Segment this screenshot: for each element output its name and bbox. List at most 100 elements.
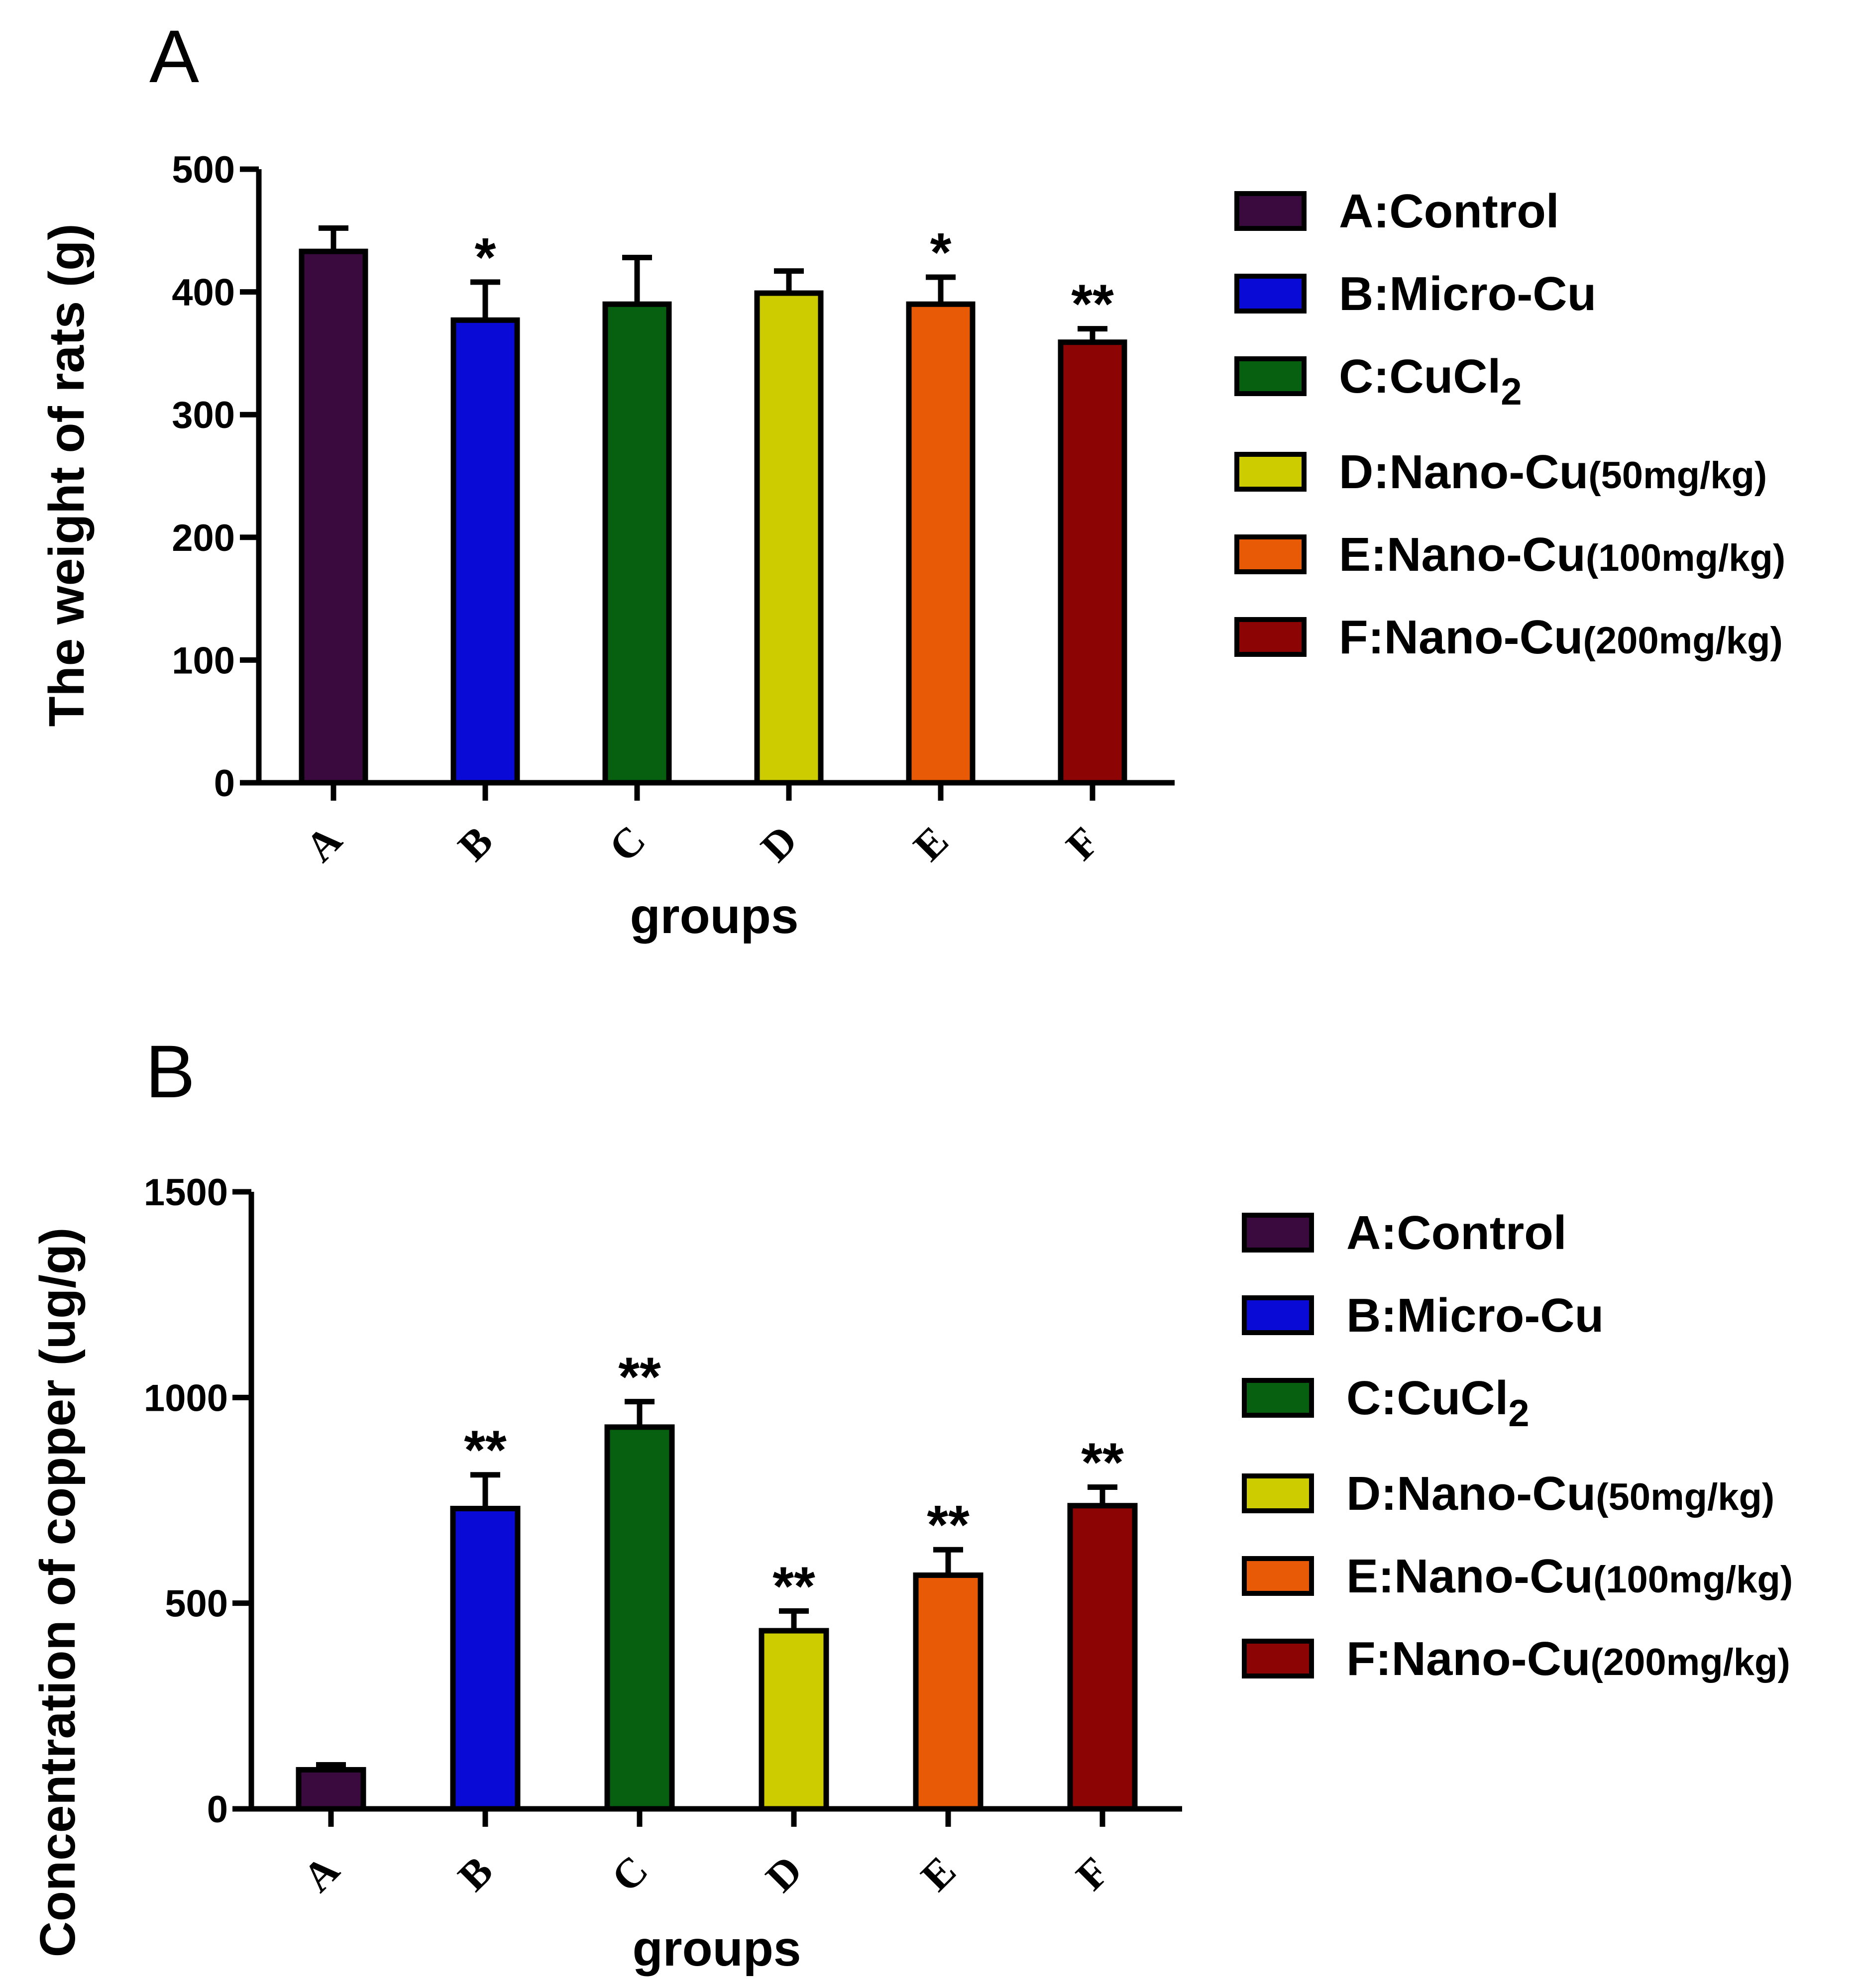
panel-a-legend-label-subscript: 2 (1501, 371, 1522, 413)
panel-a-legend-swatch (1234, 274, 1307, 314)
panel-b-legend-item: F:Nano-Cu(200mg/kg) (1242, 1632, 1790, 1685)
panel-b-legend-swatch (1242, 1473, 1314, 1513)
panel-b-significance-mark: ** (927, 1494, 970, 1556)
panel-b-legend: A:Control B:Micro-Cu C:CuCl2 D:Nano-Cu(50mg… (1242, 1206, 1793, 1685)
panel-a-bar-b (450, 317, 520, 786)
panel-a-significance-mark: * (475, 227, 496, 288)
panel-a-legend-label-main: C:CuCl (1339, 350, 1501, 403)
panel-a-y-tick-label: 100 (172, 639, 235, 682)
panel-a-legend-label-main: F:Nano-Cu (1339, 611, 1583, 664)
panel-b-legend-item: C:CuCl2 (1242, 1371, 1530, 1435)
panel-b-category-label: C (603, 1847, 657, 1901)
panel-a-category-label: B (449, 818, 502, 870)
panel-b-y-tick-label: 1000 (144, 1377, 228, 1419)
panel-a-legend-label-dose: (200mg/kg) (1583, 620, 1783, 662)
panel-a-bar-f (1058, 339, 1127, 786)
panel-b-y-axis-title: Concentration of copper (ug/g) (30, 1228, 86, 1958)
panel-b-y-tick-label: 1500 (144, 1171, 228, 1214)
panel-a-significance-mark: * (930, 222, 952, 283)
panel-a: A The weight of rats (g) groups 0 100 200 3… (39, 14, 1785, 944)
panel-b-letter: B (145, 1030, 195, 1113)
panel-a-letter: A (149, 14, 199, 98)
panel-a-legend-item: A:Control (1234, 185, 1559, 238)
panel-a-legend-swatch (1234, 534, 1307, 574)
panel-a-legend-label: D:Nano-Cu(50mg/kg) (1339, 445, 1767, 499)
panel-b-legend-label-subscript: 2 (1508, 1392, 1529, 1435)
panel-a-bars: * *** (299, 222, 1127, 786)
panel-b-legend-label: A:Control (1346, 1206, 1567, 1259)
panel-b-legend-swatch (1242, 1295, 1314, 1335)
panel-b-significance-mark: ** (1081, 1432, 1124, 1493)
panel-a-legend-label: A:Control (1339, 185, 1559, 238)
panel-a-x-axis-title: groups (630, 888, 799, 944)
panel-a-legend-item: C:CuCl2 (1234, 350, 1522, 413)
panel-a-category-label: C (600, 817, 655, 871)
panel-b-category-label: B (449, 1848, 502, 1900)
panel-a-bar-c (602, 301, 672, 786)
panel-a-legend-label: B:Micro-Cu (1339, 267, 1596, 320)
panel-a-category-label: A (297, 817, 351, 871)
panel-a-legend-label: C:CuCl2 (1339, 350, 1522, 413)
panel-b-bars: ** ** ** ** ** (296, 1347, 1138, 1812)
panel-b-legend-label: F:Nano-Cu(200mg/kg) (1346, 1632, 1790, 1685)
panel-b-legend-item: E:Nano-Cu(100mg/kg) (1242, 1550, 1793, 1603)
panel-a-bar-a (299, 248, 368, 786)
panel-a-legend-label-main: A:Control (1339, 185, 1559, 238)
panel-b-legend-item: B:Micro-Cu (1242, 1289, 1604, 1342)
panel-a-legend-label-dose: (100mg/kg) (1586, 537, 1785, 579)
panel-b-legend-label-dose: (100mg/kg) (1593, 1559, 1793, 1601)
panel-b-legend-swatch (1242, 1213, 1314, 1253)
panel-a-legend-swatch (1234, 191, 1307, 231)
panel-a-y-tick-label: 400 (172, 272, 235, 314)
panel-a-y-tick-label: 200 (172, 517, 235, 559)
panel-b-bar-b (450, 1506, 521, 1812)
panel-a-legend-label: F:Nano-Cu(200mg/kg) (1339, 611, 1783, 664)
panel-a-y-tick-label: 0 (214, 762, 235, 805)
panel-b-bar-a (296, 1767, 366, 1812)
panel-a-legend-label-main: D:Nano-Cu (1339, 445, 1588, 499)
panel-a-significance-mark: ** (1071, 274, 1114, 335)
panel-b-bar-c (604, 1424, 675, 1812)
panel-b-y-tick-label: 0 (207, 1788, 228, 1831)
panel-b-category-label: E (912, 1848, 965, 1900)
panel-a-y-tick-label: 300 (172, 394, 235, 436)
panel-b-bar-d (759, 1628, 829, 1812)
panel-a-bar-d (754, 290, 824, 786)
panel-b-category-label: F (1068, 1849, 1118, 1899)
panel-b-legend-label-main: D:Nano-Cu (1346, 1467, 1596, 1520)
panel-b-legend-label-main: A:Control (1346, 1206, 1567, 1259)
panel-b: B Concentration of copper (ug/g) groups … (30, 1030, 1793, 1977)
panel-a-legend-label-main: E:Nano-Cu (1339, 528, 1586, 581)
panel-a-category-label: F (1058, 819, 1108, 869)
panel-b-legend-item: A:Control (1242, 1206, 1567, 1259)
panel-b-category-label: D (757, 1847, 811, 1901)
panel-a-legend-label-main: B:Micro-Cu (1339, 267, 1596, 320)
panel-a-legend-swatch (1234, 356, 1307, 396)
panel-b-legend-label: E:Nano-Cu(100mg/kg) (1346, 1550, 1793, 1603)
panel-a-legend-item: B:Micro-Cu (1234, 267, 1596, 320)
panel-a-y-tick-label: 500 (172, 149, 235, 191)
panel-b-legend-swatch (1242, 1378, 1314, 1418)
panel-b-significance-mark: ** (464, 1420, 507, 1481)
panel-a-y-axis-title: The weight of rats (g) (39, 223, 95, 727)
panel-b-legend-label-main: B:Micro-Cu (1346, 1289, 1604, 1342)
panel-b-x-axis-title: groups (633, 1921, 801, 1977)
panel-b-legend-label-main: F:Nano-Cu (1346, 1632, 1591, 1685)
panel-b-significance-mark: ** (772, 1556, 815, 1617)
panel-a-legend-label-dose: (50mg/kg) (1588, 454, 1767, 497)
panel-b-legend-label: D:Nano-Cu(50mg/kg) (1346, 1467, 1774, 1520)
panel-b-legend-label-main: C:CuCl (1346, 1371, 1508, 1425)
panel-a-legend-item: E:Nano-Cu(100mg/kg) (1234, 528, 1785, 581)
panel-b-bar-e (913, 1572, 984, 1812)
panel-b-legend-swatch (1242, 1639, 1314, 1678)
panel-a-legend-item: D:Nano-Cu(50mg/kg) (1234, 445, 1767, 499)
panel-b-significance-mark: ** (618, 1347, 661, 1408)
panel-a-category-label: E (905, 818, 957, 870)
panel-a-legend-item: F:Nano-Cu(200mg/kg) (1234, 611, 1783, 664)
panel-a-legend: A:Control B:Micro-Cu C:CuCl2 D:Nano-Cu(50mg… (1234, 185, 1785, 664)
panel-a-category-label: D (752, 817, 806, 871)
panel-b-category-label: A (294, 1847, 348, 1901)
panel-a-legend-label: E:Nano-Cu(100mg/kg) (1339, 528, 1785, 581)
panel-a-bar-e (906, 301, 976, 786)
